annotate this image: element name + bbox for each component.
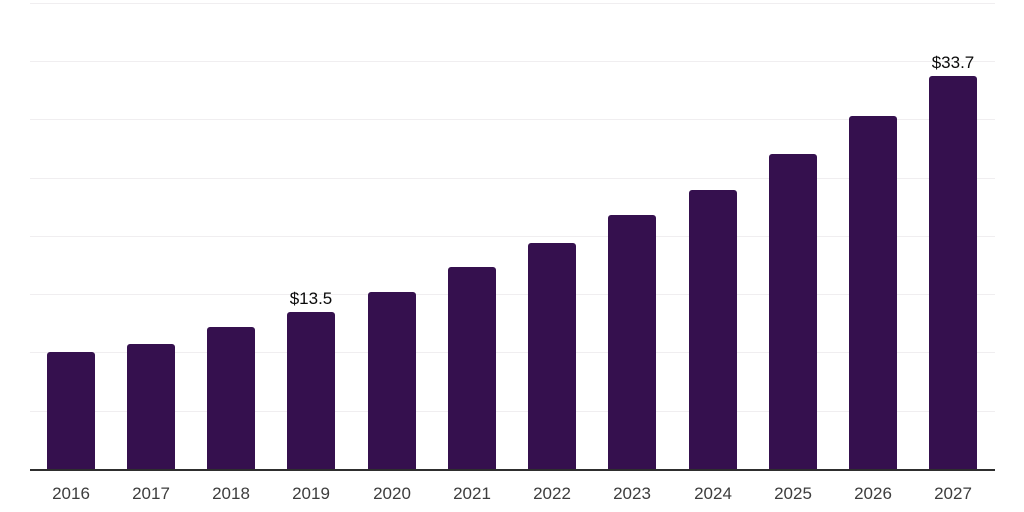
x-tick-label-2025: 2025 [774, 484, 812, 503]
gridline [30, 119, 995, 120]
bar-2023 [608, 215, 656, 469]
bar-2024 [689, 190, 737, 469]
x-tick-label-2020: 2020 [373, 484, 411, 503]
plot-area: $13.5 $33.7 [30, 0, 995, 471]
bar-2022 [528, 243, 576, 469]
x-tick-label-2022: 2022 [533, 484, 571, 503]
bar-value-label-2027: $33.7 [931, 53, 975, 72]
x-tick-label-2024: 2024 [694, 484, 732, 503]
gridline [30, 61, 995, 62]
x-tick-label-2018: 2018 [212, 484, 250, 503]
x-tick-label-2021: 2021 [453, 484, 491, 503]
bar-2020 [368, 292, 416, 469]
bar-2017 [127, 344, 175, 469]
x-tick-label-2017: 2017 [132, 484, 170, 503]
x-tick-label-2027: 2027 [934, 484, 972, 503]
bar-2027 [929, 76, 977, 469]
bar-2019 [287, 312, 335, 469]
gridline [30, 178, 995, 179]
x-tick-label-2026: 2026 [854, 484, 892, 503]
bar-2016 [47, 352, 95, 469]
bar-2025 [769, 154, 817, 469]
gridline [30, 236, 995, 237]
gridline [30, 352, 995, 353]
bar-2026 [849, 116, 897, 469]
x-tick-label-2019: 2019 [292, 484, 330, 503]
bar-value-label-2019: $13.5 [289, 289, 333, 308]
bar-2018 [207, 327, 255, 469]
x-tick-label-2016: 2016 [52, 484, 90, 503]
gridline [30, 3, 995, 4]
gridline [30, 294, 995, 295]
x-tick-label-2023: 2023 [613, 484, 651, 503]
bar-2021 [448, 267, 496, 469]
gridline [30, 411, 995, 412]
